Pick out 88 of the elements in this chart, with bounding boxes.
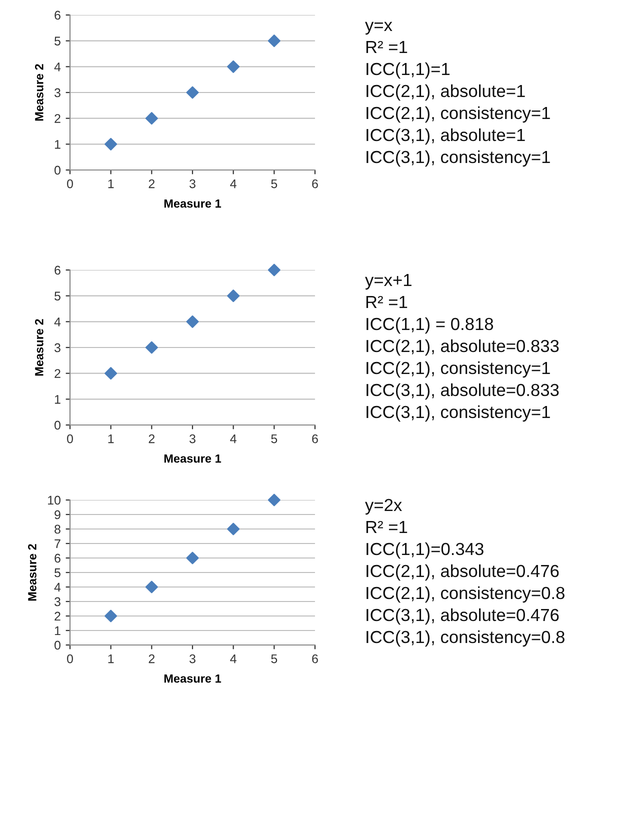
text: ICC(1,1)=0.343 (366, 542, 484, 559)
y-tick-label: 9 (54, 510, 60, 520)
y-tick-label: 5 (54, 568, 60, 578)
y-tick-label: 6 (54, 10, 60, 20)
x-tick-label: 2 (148, 179, 155, 188)
y-tick-label: 1 (54, 140, 60, 149)
x-axis-title: Measure 1 (164, 199, 222, 208)
point (104, 138, 118, 150)
y-tick-label: 5 (54, 36, 60, 46)
text: R² =1 (366, 520, 408, 533)
text: ICC(2,1), consistency=1 (366, 361, 550, 378)
y-tick-label: 3 (54, 88, 60, 98)
x-tick-label: 4 (230, 179, 236, 188)
y-tick-label: 0 (54, 640, 60, 650)
text: R² =1 (366, 40, 408, 53)
x-tick-label: 1 (108, 654, 114, 664)
text: ICC(3,1), consistency=1 (366, 405, 550, 422)
y-tick-label: 3 (54, 343, 60, 352)
text: ICC(1,1)=1 (366, 62, 450, 79)
text: ICC(2,1), absolute=0.833 (366, 339, 559, 356)
x-tick-label: 0 (67, 654, 73, 664)
point (268, 34, 280, 48)
x-axis-title: Measure 1 (164, 454, 222, 463)
text: ICC(3,1), absolute=1 (366, 128, 525, 145)
y-tick-label: 2 (54, 369, 60, 378)
y-tick-label: 0 (54, 420, 60, 430)
point (145, 580, 158, 594)
text: ICC(2,1), absolute=1 (366, 84, 525, 101)
y-tick-label: 8 (54, 524, 60, 534)
x-tick-label: 2 (148, 434, 155, 444)
x-tick-label: 6 (312, 654, 318, 664)
point (186, 86, 199, 99)
text: ICC(2,1), consistency=1 (366, 106, 550, 123)
text: ICC(2,1), consistency=0.8 (366, 586, 564, 603)
point (227, 60, 240, 73)
x-tick-label: 4 (230, 654, 236, 664)
x-tick-label: 3 (190, 179, 196, 188)
text: y=2x (365, 498, 402, 515)
y-tick-label: 2 (54, 612, 60, 621)
point (227, 290, 240, 302)
y-tick-label: 6 (54, 554, 60, 563)
y-tick-label: 4 (54, 62, 61, 72)
x-tick-label: 3 (190, 434, 196, 444)
x-tick-label: 4 (230, 434, 236, 444)
x-tick-label: 3 (190, 654, 196, 664)
text: R² =1 (366, 296, 408, 308)
text: ICC(2,1), absolute=0.476 (366, 564, 559, 581)
y-tick-label: 10 (48, 496, 60, 505)
text: y=x+1 (365, 274, 412, 290)
point (145, 341, 158, 354)
text: y=x (365, 22, 392, 35)
y-tick-label: 5 (54, 292, 60, 300)
point (186, 315, 199, 328)
x-tick-label: 6 (312, 434, 318, 444)
x-tick-label: 5 (271, 434, 278, 444)
text: ICC(3,1), absolute=0.833 (366, 383, 559, 400)
x-tick-label: 0 (67, 179, 73, 188)
x-tick-label: 1 (108, 179, 114, 188)
x-tick-label: 0 (67, 434, 73, 444)
y-tick-label: 1 (54, 626, 60, 636)
y-axis-title: Measure 2 (28, 544, 36, 601)
x-tick-label: 2 (148, 654, 155, 664)
text: ICC(3,1), consistency=1 (366, 150, 550, 167)
point (268, 264, 280, 276)
y-tick-label: 4 (54, 318, 61, 326)
y-tick-label: 1 (54, 395, 60, 404)
point (227, 522, 240, 536)
y-tick-label: 0 (54, 166, 60, 175)
y-axis-title: Measure 2 (34, 64, 44, 121)
y-tick-label: 2 (54, 114, 60, 123)
x-tick-label: 1 (108, 434, 114, 444)
y-tick-label: 4 (54, 582, 61, 592)
text: ICC(3,1), consistency=0.8 (366, 630, 564, 647)
y-tick-label: 7 (54, 539, 60, 548)
x-tick-label: 5 (271, 179, 278, 188)
x-tick-label: 6 (312, 179, 318, 188)
point (268, 494, 280, 506)
point (104, 367, 118, 380)
y-tick-label: 6 (54, 266, 60, 275)
y-tick-label: 3 (54, 597, 60, 606)
text: ICC(3,1), absolute=0.476 (366, 608, 559, 625)
text: ICC(1,1) = 0.818 (366, 317, 494, 334)
point (104, 610, 118, 622)
point (145, 112, 158, 125)
x-axis-title: Measure 1 (164, 674, 222, 683)
point (186, 552, 199, 564)
x-tick-label: 5 (271, 654, 278, 664)
y-axis-title: Measure 2 (34, 319, 44, 376)
